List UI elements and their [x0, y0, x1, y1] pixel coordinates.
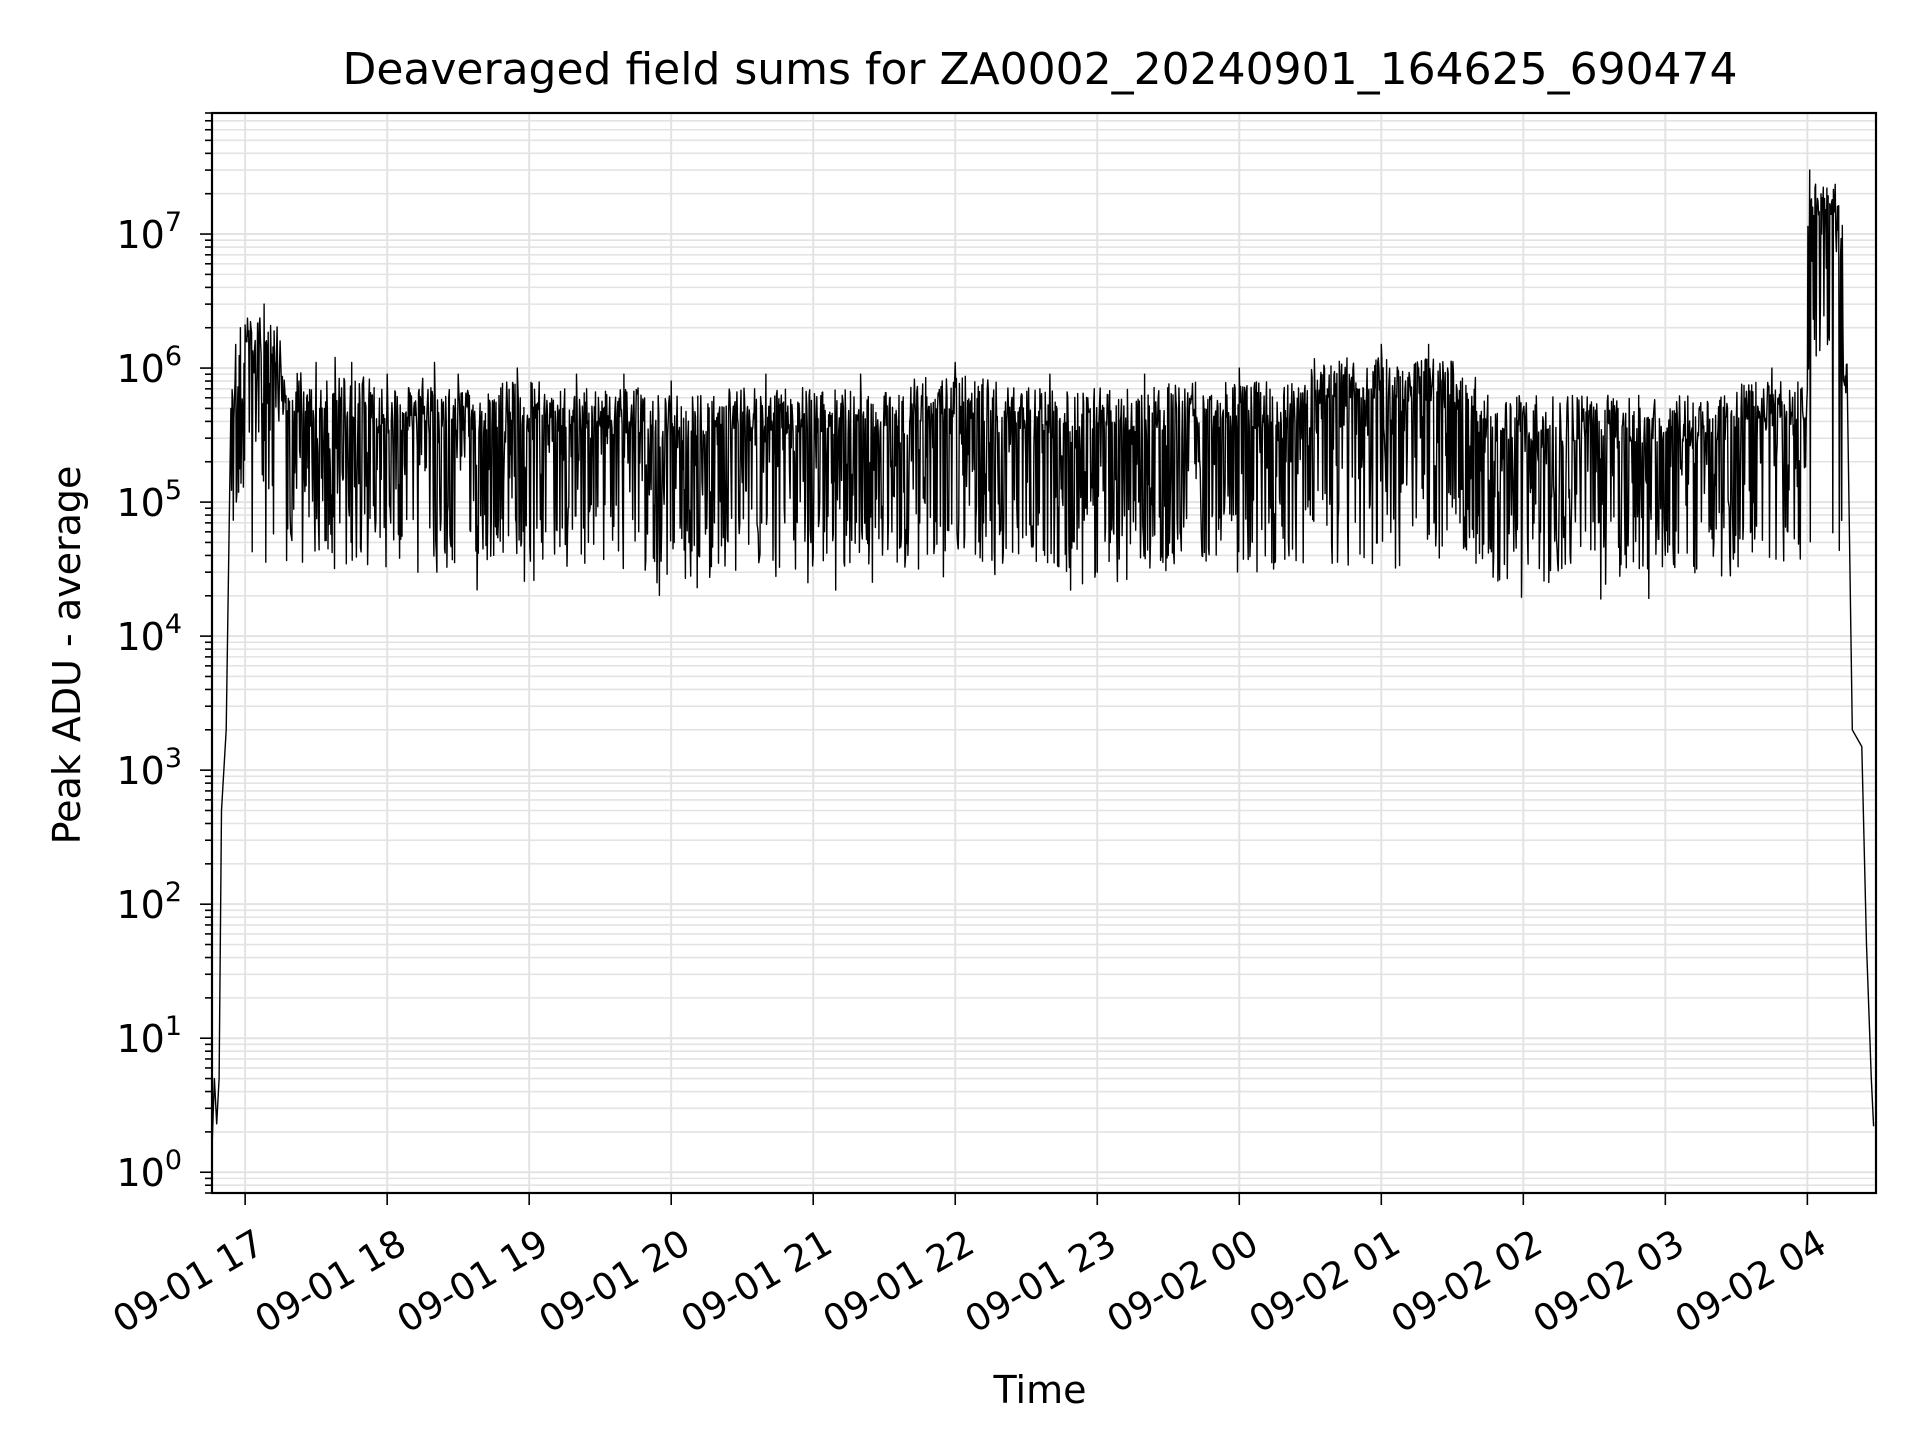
x-axis-label: Time: [993, 1368, 1087, 1412]
y-tick-label: 100: [116, 1145, 182, 1195]
grid: [212, 112, 1876, 1194]
y-tick-label: 104: [116, 609, 182, 659]
y-axis: 100 101 102 103 104 105 106 107: [116, 112, 212, 1195]
y-tick-label: 106: [116, 341, 182, 391]
y-tick-label: 105: [116, 475, 182, 525]
y-axis-label: Peak ADU - average: [45, 466, 89, 845]
series-layer: [211, 169, 1875, 1149]
chart-title: Deaveraged field sums for ZA0002_2024090…: [342, 44, 1737, 95]
plot-frame: [210, 111, 1878, 1195]
y-tick-label: 102: [116, 877, 182, 927]
y-tick-label: 107: [116, 207, 182, 257]
y-tick-label: 101: [116, 1011, 182, 1061]
y-tick-label: 103: [116, 743, 182, 793]
series-line: [211, 169, 1875, 1149]
